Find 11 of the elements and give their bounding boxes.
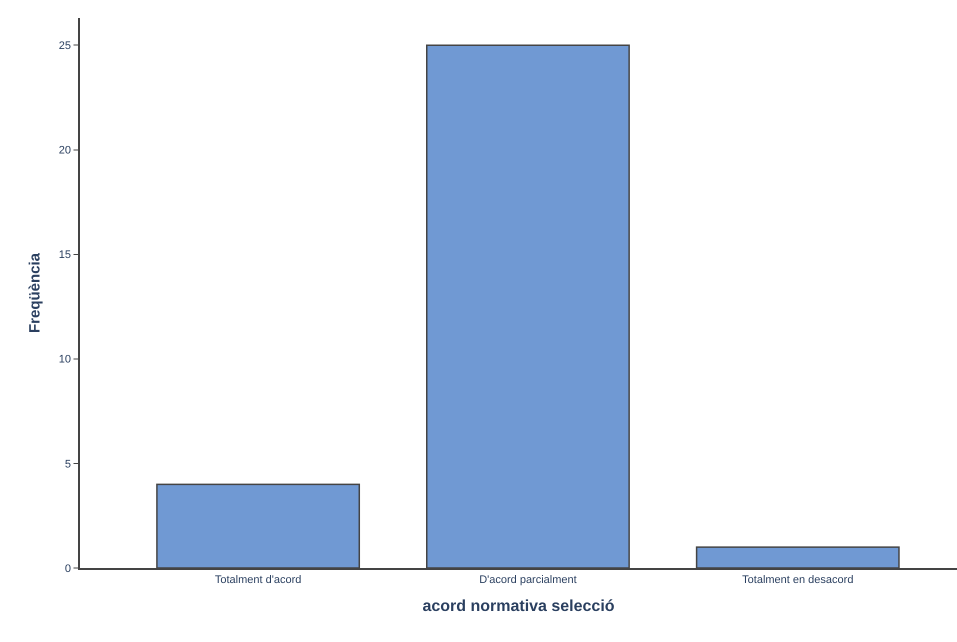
x-axis-title: acord normativa selecció bbox=[422, 598, 615, 616]
y-tick-label: 10 bbox=[58, 354, 72, 366]
y-tick-label: 0 bbox=[64, 562, 72, 575]
x-tick-label: Totalment en desacord bbox=[742, 574, 854, 586]
y-tick-label: 25 bbox=[58, 40, 72, 52]
y-tick-label: 5 bbox=[64, 458, 72, 470]
x-tick-label: D'acord parcialment bbox=[479, 574, 577, 586]
x-tick-label: Totalment d'acord bbox=[214, 574, 302, 586]
y-axis-title: Freqüència bbox=[26, 252, 44, 334]
y-tick-label: 15 bbox=[58, 249, 72, 262]
y-tick-label: 20 bbox=[58, 144, 72, 157]
